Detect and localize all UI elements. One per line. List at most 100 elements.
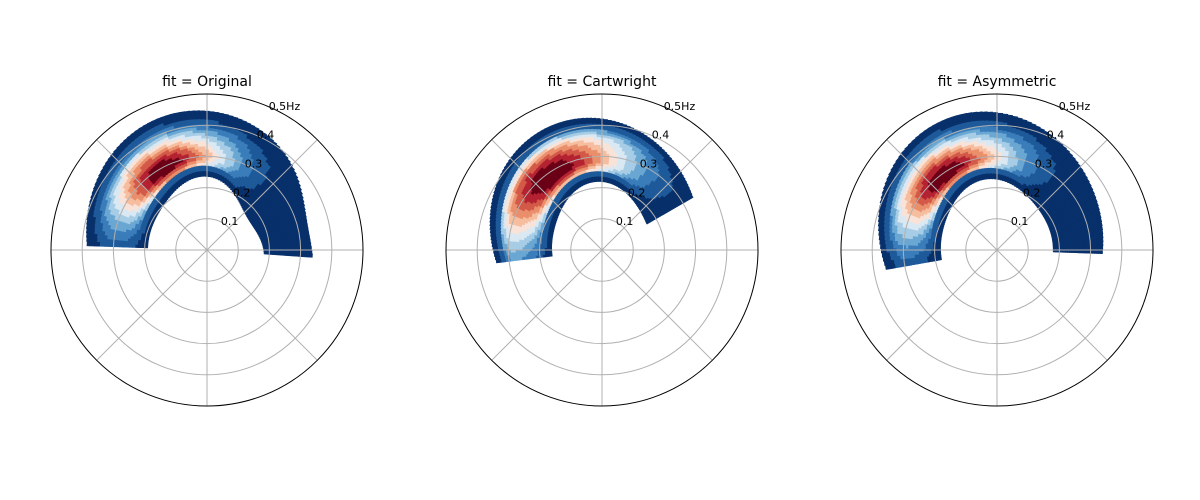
contour-cell	[200, 129, 206, 134]
contour-cell	[597, 160, 601, 164]
contour-cell	[218, 112, 225, 117]
contour-cell	[614, 121, 620, 126]
contour-cell	[602, 165, 606, 170]
panel-asymmetric: fit = Asymmetric 0.10.20.30.40.5Hz	[840, 74, 1154, 407]
contour-cell	[603, 121, 608, 126]
angular-gridline	[206, 249, 318, 361]
contour-cell	[596, 144, 601, 148]
contour-cell	[85, 228, 90, 234]
contour-cell	[602, 145, 607, 149]
contour-cell	[208, 143, 213, 148]
contour-cell	[500, 249, 504, 254]
contour-cell	[1100, 245, 1104, 251]
contour-cell	[494, 252, 498, 257]
contour-cell	[208, 135, 214, 140]
angular-gridline	[96, 249, 208, 361]
panel-cartwright: fit = Cartwright 0.10.20.30.40.5Hz	[445, 74, 759, 407]
contour-cell	[207, 173, 212, 178]
contour-cell	[189, 110, 196, 115]
contour-cell	[307, 238, 311, 244]
contour-cell	[202, 162, 206, 166]
contour-cell	[596, 133, 601, 138]
contour-cell	[208, 138, 214, 142]
contour-cell	[179, 111, 186, 116]
contour-cell	[201, 156, 206, 161]
contour-cell	[86, 236, 90, 243]
contour-cell	[603, 126, 608, 131]
contour-cell	[602, 139, 607, 144]
contour-cell	[491, 243, 496, 248]
radial-tick-label: 0.2	[628, 186, 646, 199]
contour-cell	[208, 151, 213, 156]
contour-cell	[200, 135, 206, 139]
contour-cell	[184, 110, 191, 115]
contour-cell	[602, 147, 607, 152]
radial-tick-label: 0.5Hz	[664, 100, 696, 113]
contour-cell	[596, 147, 601, 151]
contour-cell	[202, 167, 206, 172]
contour-cell	[309, 253, 313, 258]
contour-cell	[603, 119, 608, 123]
chart-title: fit = Original	[162, 74, 252, 90]
radial-tick-label: 0.2	[233, 186, 251, 199]
contour-cell	[494, 256, 499, 261]
contour-cell	[591, 117, 596, 122]
contour-cell	[602, 150, 607, 154]
contour-cell	[595, 128, 601, 132]
contour-cell	[602, 160, 607, 164]
contour-cell	[208, 149, 213, 153]
contour-cell	[85, 223, 91, 230]
contour-cell	[602, 178, 606, 183]
contour-cell	[201, 159, 206, 164]
contour-cell	[207, 170, 212, 175]
angular-gridline	[491, 249, 603, 361]
contour-cell	[596, 141, 601, 146]
contour-cell	[498, 249, 502, 254]
contour-cell	[1099, 229, 1104, 235]
contour-cell	[489, 225, 494, 231]
contour-cell	[201, 148, 206, 153]
contour-cell	[595, 118, 600, 122]
chart-title: fit = Cartwright	[548, 74, 657, 90]
contour-cell	[208, 127, 214, 132]
angular-gridline	[601, 249, 713, 361]
contour-cell	[603, 134, 608, 139]
radial-tick-label: 0.4	[652, 129, 670, 142]
contour-cell	[208, 162, 212, 167]
contour-cell	[208, 130, 214, 134]
contour-cell	[200, 143, 206, 147]
contour-cell	[208, 160, 213, 164]
contour-cell	[308, 242, 312, 247]
contour-cell	[596, 136, 601, 140]
contour-cell	[602, 168, 606, 172]
contour-cell	[208, 168, 212, 172]
contour-cell	[194, 110, 200, 115]
contour-cell	[602, 158, 607, 162]
contour-cell	[200, 140, 206, 144]
contour-cell	[602, 163, 606, 167]
contour-cell	[1100, 237, 1104, 243]
contour-cell	[227, 115, 234, 120]
contour-cell	[208, 141, 213, 145]
contour-cell	[209, 111, 215, 115]
contour-cell	[596, 139, 601, 143]
contour-cell	[595, 131, 601, 135]
contour-cell	[603, 132, 608, 136]
radial-tick-label: 0.3	[245, 158, 262, 171]
contour-cell	[208, 157, 213, 161]
contour-cell	[596, 152, 601, 156]
radial-tick-label: 0.4	[257, 129, 275, 142]
contour-cell	[309, 245, 312, 251]
contour-cell	[200, 137, 206, 142]
contour-cell	[495, 249, 499, 254]
contour-cell	[495, 259, 500, 264]
contour-cell	[1100, 241, 1104, 247]
contour-cell	[201, 145, 206, 150]
contour-cell	[602, 152, 607, 157]
contour-cell	[489, 221, 494, 227]
contour-cell	[208, 132, 214, 137]
contour-cell	[86, 232, 90, 238]
contour-cell	[213, 111, 220, 116]
